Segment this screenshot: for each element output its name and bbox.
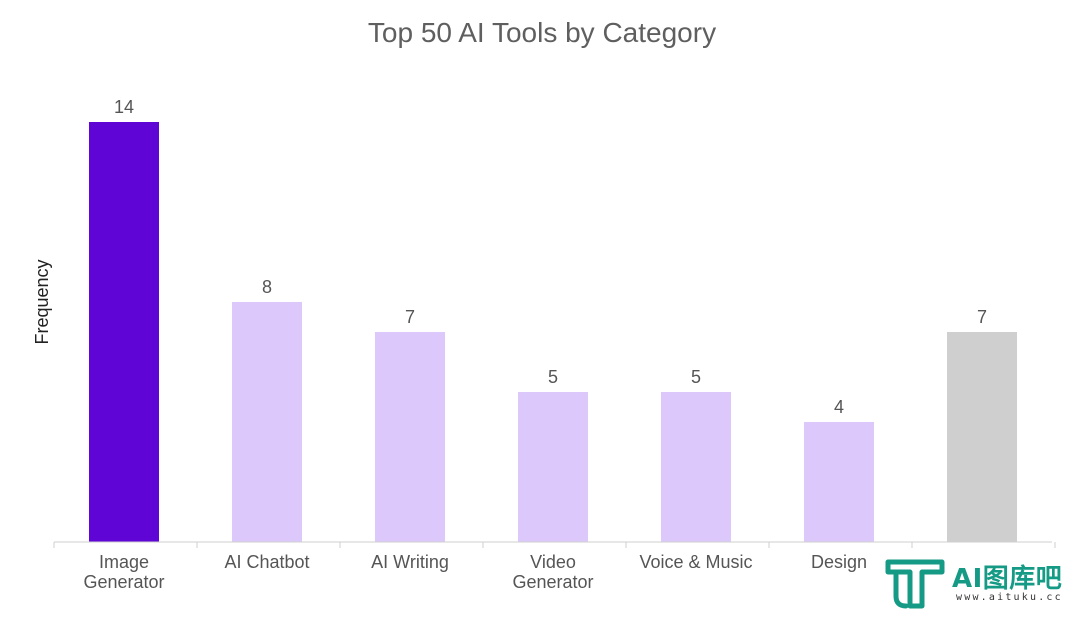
watermark: AI图库吧 www.aituku.cc (884, 556, 1074, 610)
bar (661, 392, 731, 542)
x-tick-label: Design (811, 552, 867, 572)
watermark-url: www.aituku.cc (956, 592, 1063, 603)
bar (232, 302, 302, 542)
chart-title: Top 50 AI Tools by Category (368, 17, 716, 48)
data-label: 5 (691, 367, 701, 387)
x-tick-label: AI Chatbot (224, 552, 309, 572)
data-label: 14 (114, 97, 134, 117)
data-label: 4 (834, 397, 844, 417)
bar (518, 392, 588, 542)
x-tick-label: Image Generator (83, 552, 164, 592)
data-label: 7 (405, 307, 415, 327)
bars-layer: 14 8 7 5 5 4 7 (89, 97, 1017, 542)
bar (375, 332, 445, 542)
x-tick-labels-layer: Image Generator AI Chatbot AI Writing Video G… (83, 552, 867, 592)
bar (947, 332, 1017, 542)
tick-marks-layer (53, 542, 1056, 548)
x-tick-label: AI Writing (371, 552, 449, 572)
x-tick-label: Video Generator (512, 552, 593, 592)
bar (804, 422, 874, 542)
watermark-brand: AI图库吧 (952, 564, 1063, 594)
bar (89, 122, 159, 542)
watermark-logo-icon (885, 559, 945, 609)
data-label: 7 (977, 307, 987, 327)
x-tick-label: Voice & Music (639, 552, 752, 572)
data-label: 8 (262, 277, 272, 297)
data-label: 5 (548, 367, 558, 387)
y-axis-label: Frequency (32, 259, 52, 344)
